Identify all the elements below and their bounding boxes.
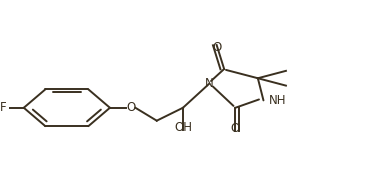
Text: N: N (205, 77, 214, 90)
Text: O: O (231, 121, 240, 134)
Text: O: O (126, 101, 135, 114)
Text: NH: NH (269, 94, 286, 107)
Text: OH: OH (174, 121, 192, 134)
Text: O: O (212, 41, 221, 54)
Text: F: F (0, 101, 7, 114)
